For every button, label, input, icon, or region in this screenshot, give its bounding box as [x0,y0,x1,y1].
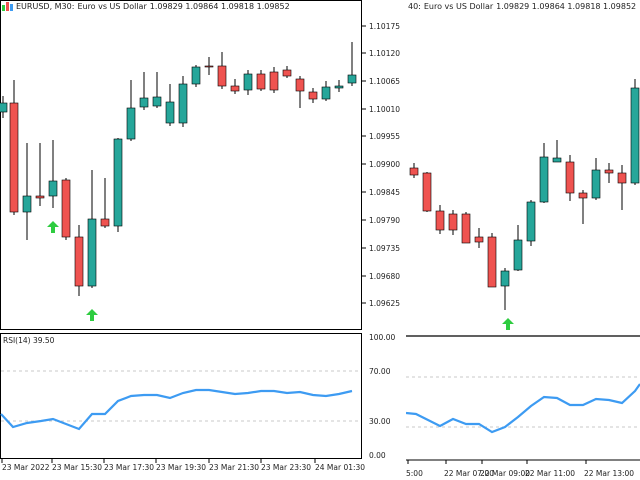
candle-body [461,213,471,244]
candle-body [448,213,458,231]
candle-body [474,236,484,243]
symbol-label-right: 40: [408,2,421,11]
chart-header: EURUSD, M30: Euro vs US Dollar 1.09829 1… [2,2,290,11]
candle-body [526,201,536,242]
instrument-name: Euro vs US Dollar [77,2,147,11]
candle-body [0,102,8,113]
time-label: 5:00 [406,469,423,478]
price-chart-left[interactable]: 1.10175 1.10120 1.10065 1.10010 1.09955 1.099… [0,0,406,480]
candle-body [256,73,266,90]
rsi-pane-frame [0,333,362,459]
price-label: 1.10175 [369,22,400,31]
candle-body [269,71,279,91]
candle-body [217,65,227,87]
candle-body [74,236,84,287]
candle-body [61,179,71,238]
candle-body [409,167,419,176]
candle-body [191,66,201,85]
chart-window-right[interactable]: 40: Euro vs US Dollar 1.09829 1.09864 1.… [406,0,640,480]
price-label: 1.09625 [369,299,400,308]
candle-body [295,78,305,92]
candle-body [178,83,188,124]
time-label: 23 Mar 19:30 [156,463,206,472]
symbol-label: EURUSD, M30: [16,2,75,11]
candle-body [617,172,627,184]
candle-body [500,270,510,287]
candle-body [565,161,575,194]
time-label: 23 Mar 15:30 [52,463,102,472]
price-label: 1.09845 [369,188,400,197]
price-label: 1.09680 [369,272,400,281]
rsi-level-label: 0.00 [369,451,386,460]
candle-body [435,210,445,231]
candle-body [243,73,253,91]
candle-body [513,239,523,271]
price-label: 1.09955 [369,132,400,141]
price-pane-frame [0,0,362,330]
candle-body [591,169,601,199]
chart-window-left[interactable]: EURUSD, M30: Euro vs US Dollar 1.09829 1… [0,0,406,480]
ohlc-values-right: 1.09829 1.09864 1.09818 1.09852 [496,2,637,11]
time-label: 23 Mar 17:30 [104,463,154,472]
candle-body [630,87,640,184]
candle-body [334,85,344,89]
time-label: 22 Mar 13:00 [584,469,634,478]
price-label: 1.10010 [369,105,400,114]
candle-body [230,85,240,92]
up-arrow-icon [502,318,514,330]
chart-bars-icon [2,2,13,11]
candle-body [347,74,357,84]
time-label: 22 Mar 07:00 [444,469,494,478]
candle-body [48,180,58,197]
rsi-level-label: 100.00 [369,333,395,342]
candle-body [22,195,32,213]
rsi-line [406,383,640,434]
candle-body [308,91,318,100]
candle-body [604,169,614,174]
time-label: 23 Mar 2022 [2,463,50,472]
candle-body [539,156,549,203]
candle-body [35,195,45,199]
time-label: 24 Mar 01:30 [315,463,365,472]
ohlc-values: 1.09829 1.09864 1.09818 1.09852 [149,2,290,11]
candle-body [578,192,588,199]
candle-body [552,157,562,163]
time-label: 23 Mar 23:30 [261,463,311,472]
instrument-name-right: Euro vs US Dollar [423,2,494,11]
candle-body [126,107,136,140]
up-arrow-icon [47,221,59,233]
rsi-level-label: 70.00 [369,367,391,376]
price-label: 1.09735 [369,244,400,253]
rsi-level-label: 30.00 [369,417,391,426]
candle-body [139,97,149,108]
candle-body [321,86,331,100]
rsi-indicator-label: RSI(14) 39.50 [3,336,55,345]
price-label: 1.10065 [369,77,400,86]
candle-body [282,69,292,77]
chart-header-right: 40: Euro vs US Dollar 1.09829 1.09864 1.… [408,2,636,11]
candle-body [100,218,110,227]
time-label: 23 Mar 21:30 [209,463,259,472]
price-label: 1.09790 [369,216,400,225]
candle-body [113,138,123,227]
candle-body [9,102,19,213]
candle-body [204,65,214,68]
candle-body [87,218,97,287]
price-label: 1.10120 [369,49,400,58]
rsi-line [0,388,353,431]
candle-body [422,172,432,212]
time-label: 22 Mar 09:00 [480,469,530,478]
price-label: 1.09900 [369,160,400,169]
candle-body [152,96,162,107]
time-label: 22 Mar 11:00 [525,469,575,478]
candle-body [165,101,175,124]
up-arrow-icon [86,309,98,321]
candle-body [487,236,497,288]
